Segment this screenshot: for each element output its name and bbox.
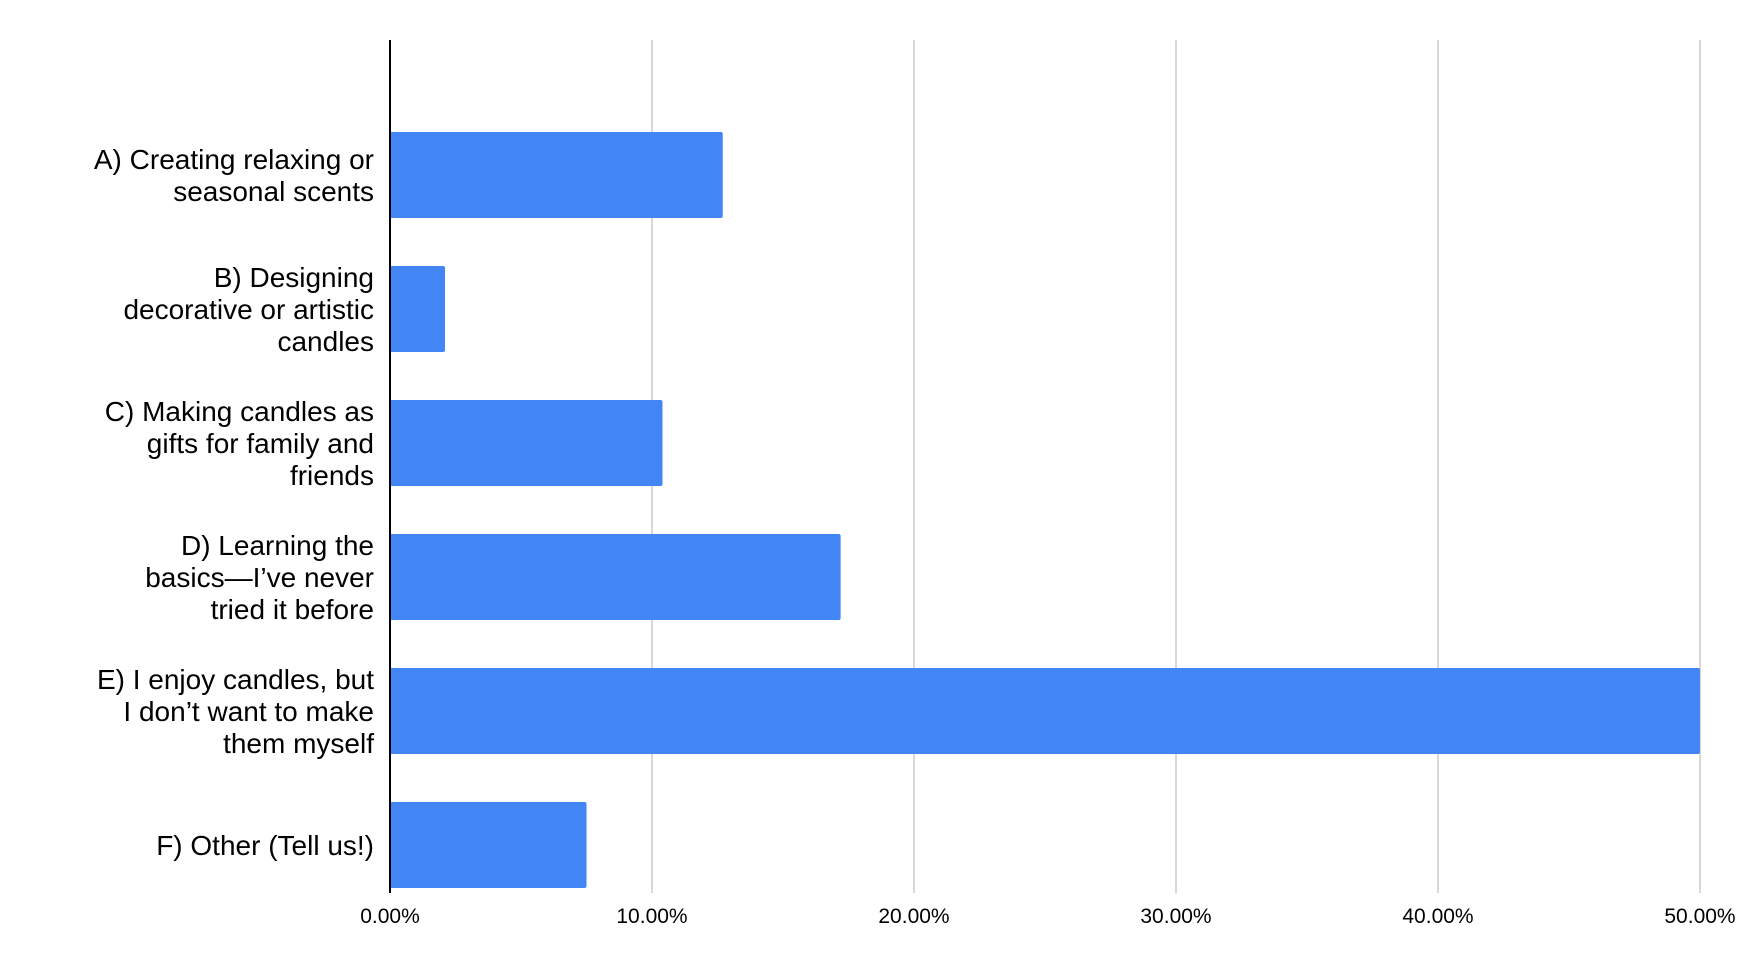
bar-a [390,132,723,218]
x-tick-label-2: 20.00% [878,905,949,928]
bars [390,132,1700,888]
category-label-f: F) Other (Tell us!) [156,830,374,861]
category-label-d: D) Learning the basics—I’ve never tried it… [145,530,374,625]
bar-f [390,802,587,888]
x-tick-labels: 0.00% 10.00% 20.00% 30.00% 40.00% 50.00% [360,905,1735,928]
bar-d [390,534,841,620]
x-tick-label-0: 0.00% [360,905,420,928]
category-label-a: A) Creating relaxing or seasonal scents [94,144,374,207]
category-label-e: E) I enjoy candles, but I don’t want to m… [97,664,374,759]
category-label-b: B) Designing decorative or artistic candle… [123,262,374,357]
x-tick-label-3: 30.00% [1140,905,1211,928]
bar-b [390,266,446,352]
x-tick-label-5: 50.00% [1664,905,1735,928]
category-labels: A) Creating relaxing or seasonal scents B)… [94,144,374,861]
x-tick-label-1: 10.00% [616,905,687,928]
gridlines [651,40,1701,893]
category-label-c: C) Making candles as gifts for family and… [105,396,374,491]
bar-c [390,400,663,486]
x-tick-label-4: 40.00% [1402,905,1473,928]
bar-e [390,668,1700,754]
